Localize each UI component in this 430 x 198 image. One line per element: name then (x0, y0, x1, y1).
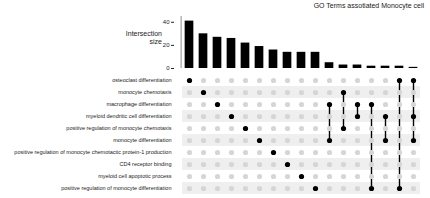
svg-text:monocyte differentiation: monocyte differentiation (113, 137, 171, 143)
svg-text:CD4 receptor binding: CD4 receptor binding (120, 161, 172, 167)
svg-text:positive regulation of monocyt: positive regulation of monocyte differen… (61, 185, 171, 191)
html-text:GO Terms assotiated Monocyte c: GO Terms assotiated Monocyte cell (313, 2, 424, 9)
html-text:Intersection size: Intersection size (125, 30, 162, 45)
svg-text:positive regulation of monocyt: positive regulation of monocyte chemotac… (14, 149, 171, 155)
svg-text:0: 0 (166, 65, 170, 70)
svg-text:myeloid dendritic cell differe: myeloid dendritic cell differentiation (86, 113, 172, 119)
svg-text:20: 20 (163, 42, 170, 48)
svg-text:macrophage differentiation: macrophage differentiation (106, 101, 171, 107)
svg-text:monocyte chemotaxis: monocyte chemotaxis (118, 89, 171, 95)
svg-text:40: 40 (163, 19, 170, 25)
svg-text:osteoclast differentiation: osteoclast differentiation (112, 77, 171, 83)
svg-text:myeloid cell apoptotic process: myeloid cell apoptotic process (98, 173, 172, 179)
svg-text:positive regulation of monocyt: positive regulation of monocyte chemotax… (66, 125, 171, 131)
